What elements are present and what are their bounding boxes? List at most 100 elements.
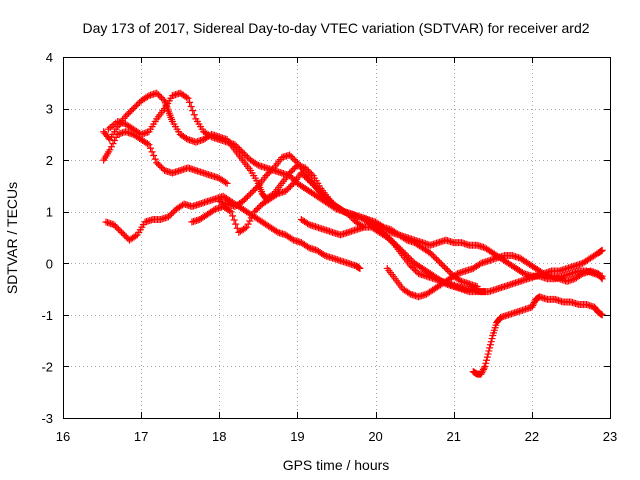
x-axis-label: GPS time / hours [283, 457, 390, 473]
data-point [528, 303, 536, 311]
data-point [286, 151, 294, 159]
series-track-7 [297, 215, 606, 296]
data-point-interp [431, 254, 439, 262]
data-point [262, 172, 270, 180]
x-tick-label: 18 [212, 429, 226, 444]
data-point-interp [243, 193, 251, 201]
grid-lines [63, 57, 610, 418]
data-point-interp [484, 350, 492, 358]
x-tick-label: 19 [290, 429, 304, 444]
data-point [356, 264, 364, 272]
data-point-interp [386, 227, 394, 235]
data-point-interp [242, 194, 250, 202]
data-point-interp [206, 132, 214, 140]
data-point-interp [229, 212, 237, 220]
data-point-interp [253, 183, 261, 191]
data-point-interp [249, 211, 257, 219]
data-point [383, 234, 391, 241]
data-point-interp [244, 220, 252, 228]
y-tick-label: 4 [46, 50, 53, 65]
data-point-interp [390, 240, 398, 248]
data-point-interp [169, 208, 177, 216]
data-point-interp [320, 193, 328, 201]
data-point-interp [486, 344, 494, 352]
axis-ticks [63, 57, 611, 419]
data-point [184, 94, 192, 102]
data-point-interp [119, 230, 127, 238]
data-point-interp [233, 224, 241, 232]
data-point-interp [386, 237, 394, 245]
data-point-interp [538, 269, 546, 277]
data-point [239, 197, 247, 205]
data-point-interp [272, 227, 280, 235]
x-tick-label: 22 [525, 429, 539, 444]
data-point-interp [577, 271, 585, 279]
data-point [153, 159, 161, 167]
data-point-interp [480, 364, 488, 372]
data-point-interp [286, 182, 294, 190]
data-point-interp [234, 144, 242, 152]
data-point [250, 208, 258, 216]
data-point-interp [232, 142, 240, 150]
y-axis-label: SDTVAR / TECUs [4, 182, 20, 294]
x-tick-label: 23 [603, 429, 617, 444]
plot-frame [63, 57, 611, 419]
data-point-interp [111, 222, 119, 230]
data-point-interp [597, 274, 605, 282]
data-point-interp [429, 252, 437, 260]
data-point [153, 89, 161, 97]
data-point-interp [254, 205, 262, 213]
data-point [118, 228, 126, 236]
data-point-interp [132, 101, 140, 109]
data-point [110, 221, 118, 229]
x-tick-labels: 16 17 18 19 20 21 22 23 [56, 429, 617, 444]
data-point-interp [478, 369, 486, 377]
data-point [434, 257, 442, 265]
data-point-interp [479, 367, 487, 375]
data-point-interp [225, 207, 233, 215]
data-point-interp [182, 93, 190, 101]
data-point-interp [189, 107, 197, 115]
data-point-interp [122, 233, 130, 241]
data-point-interp [247, 214, 255, 222]
data-point-interp [408, 263, 416, 271]
data-point-interp [121, 231, 129, 239]
data-point-interp [111, 137, 119, 145]
x-tick-label: 17 [134, 429, 148, 444]
data-point-interp [131, 103, 139, 111]
data-point-interp [319, 251, 327, 259]
data-point-interp [437, 260, 445, 268]
data-point-interp [440, 263, 448, 271]
data-point [598, 275, 606, 283]
data-point-interp [154, 160, 162, 168]
data-point [164, 213, 172, 221]
data-point [243, 223, 251, 231]
data-point-interp [322, 194, 330, 202]
data-point-interp [143, 93, 151, 101]
series-track-5 [188, 169, 368, 236]
data-point-interp [530, 298, 538, 306]
data-point-interp [252, 206, 260, 214]
data-point-interp [232, 220, 240, 228]
data-point-interp [349, 215, 357, 223]
y-tick-label: -3 [41, 411, 53, 426]
data-point-interp [230, 216, 238, 224]
y-tick-label: -2 [41, 359, 53, 374]
data-point-interp [433, 255, 441, 263]
data-point-interp [483, 356, 491, 364]
chart-title: Day 173 of 2017, Sidereal Day-to-day VTE… [82, 20, 589, 36]
data-point-interp [476, 260, 484, 268]
data-point [286, 172, 294, 180]
data-point-interp [388, 238, 396, 246]
data-point-interp [255, 203, 263, 211]
series-track-8 [383, 252, 606, 301]
data-point-interp [243, 153, 251, 161]
data-point-interp [182, 134, 190, 142]
data-point-interp [134, 100, 142, 108]
data-point [239, 148, 247, 156]
data-point-interp [287, 153, 295, 161]
data-point-interp [246, 217, 254, 225]
data-point-interp [128, 106, 136, 114]
data-point-interp [288, 181, 296, 189]
data-point-interp [443, 266, 451, 274]
